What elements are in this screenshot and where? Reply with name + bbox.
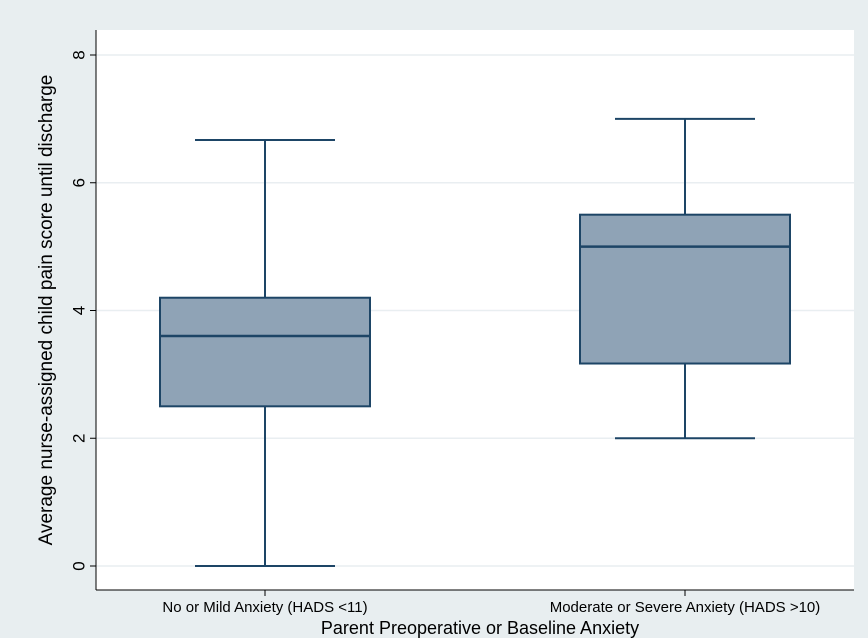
x-tick-label: Moderate or Severe Anxiety (HADS >10) bbox=[550, 599, 821, 616]
interquartile-box bbox=[159, 296, 371, 408]
box-plot-group bbox=[579, 117, 791, 440]
y-axis-ticks: 0 2 4 6 8 bbox=[70, 50, 96, 571]
y-tick-label: 8 bbox=[70, 50, 89, 59]
interquartile-box bbox=[579, 213, 791, 365]
y-axis-title: Average nurse-assigned child pain score … bbox=[36, 75, 57, 546]
y-tick-label: 4 bbox=[70, 306, 89, 315]
boxes bbox=[159, 117, 791, 567]
x-axis-ticks: No or Mild Anxiety (HADS <11) Moderate or… bbox=[162, 590, 820, 616]
box-plot-group bbox=[159, 138, 371, 567]
y-tick-label: 6 bbox=[70, 178, 89, 187]
x-tick-label: No or Mild Anxiety (HADS <11) bbox=[162, 599, 367, 616]
x-axis-title: Parent Preoperative or Baseline Anxiety bbox=[321, 618, 639, 638]
y-tick-label: 0 bbox=[70, 561, 89, 570]
y-tick-label: 2 bbox=[70, 434, 89, 443]
